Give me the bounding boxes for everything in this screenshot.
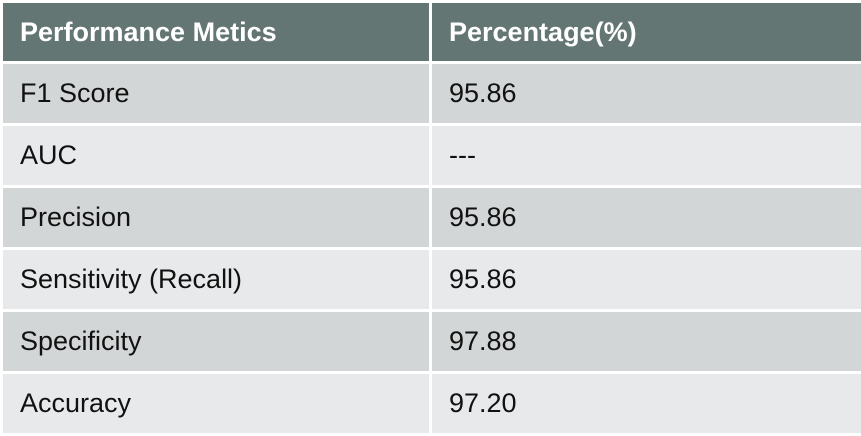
table-row: Accuracy 97.20 [2,373,861,435]
metric-name: Precision [2,187,431,249]
table-row: Sensitivity (Recall) 95.86 [2,249,861,311]
table-row: Specificity 97.88 [2,311,861,373]
header-percentage: Percentage(%) [431,2,861,63]
metric-name: Sensitivity (Recall) [2,249,431,311]
header-metric: Performance Metics [2,2,431,63]
metric-value: 97.88 [431,311,861,373]
table-row: Precision 95.86 [2,187,861,249]
metric-value: 95.86 [431,63,861,125]
metric-value: 95.86 [431,249,861,311]
table-row: AUC --- [2,125,861,187]
metric-name: AUC [2,125,431,187]
metric-name: Specificity [2,311,431,373]
metric-value: 95.86 [431,187,861,249]
metric-name: F1 Score [2,63,431,125]
metric-value: 97.20 [431,373,861,435]
metric-value: --- [431,125,861,187]
table-row: F1 Score 95.86 [2,63,861,125]
header-row: Performance Metics Percentage(%) [2,2,861,63]
metric-name: Accuracy [2,373,431,435]
